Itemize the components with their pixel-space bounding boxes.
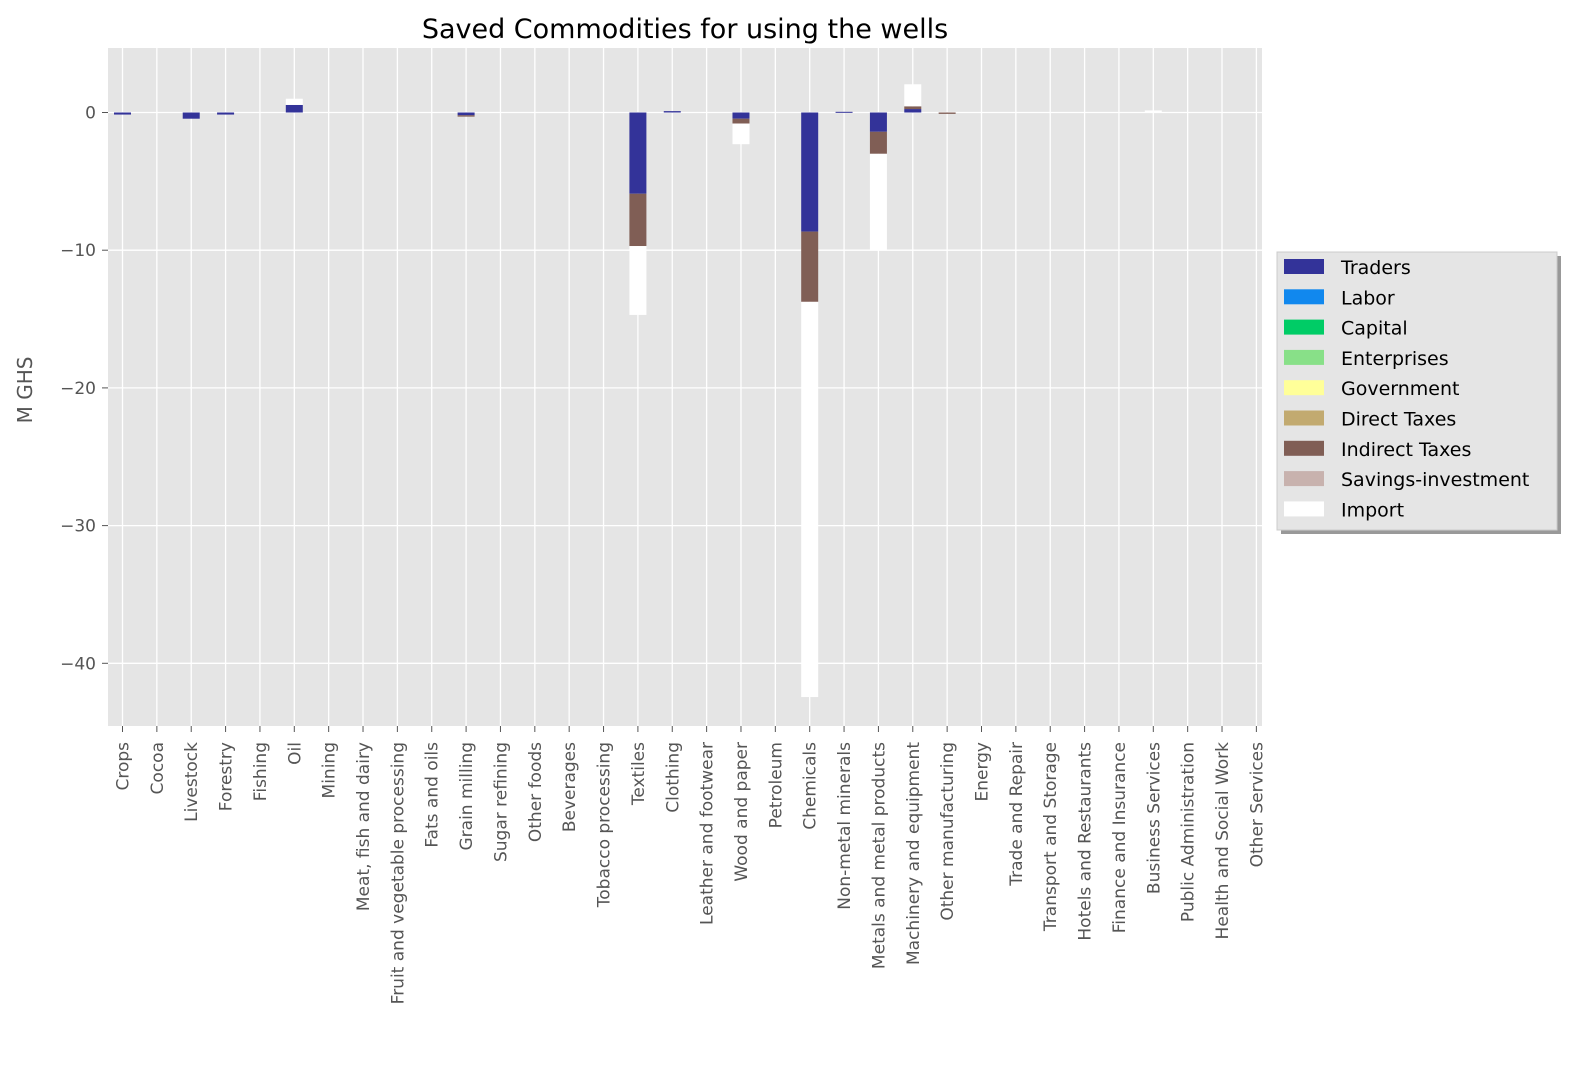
x-tick-label: Energy — [973, 742, 993, 802]
bar-traders — [217, 112, 235, 115]
x-tick-label: Fruit and vegetable processing — [388, 742, 408, 1004]
x-tick-label: Grain milling — [457, 742, 477, 851]
x-tick-label: Trade and Repair — [1007, 742, 1027, 887]
x-tick-label: Cocoa — [148, 742, 168, 794]
x-tick-label: Chemicals — [801, 742, 821, 830]
bar-import — [904, 84, 922, 107]
x-tick-label: Wood and paper — [732, 742, 752, 882]
chart-title: Saved Commodities for using the wells — [422, 14, 948, 45]
x-tick-label: Business Services — [1144, 742, 1164, 894]
x-tick-label: Crops — [114, 742, 134, 791]
legend-label: Labor — [1341, 287, 1395, 309]
legend-label: Government — [1341, 378, 1460, 400]
bar-indirect-taxes — [801, 231, 819, 302]
x-tick-label: Machinery and equipment — [904, 742, 924, 965]
bar-traders — [457, 112, 475, 116]
x-tick-label: Hotels and Restaurants — [1076, 742, 1096, 941]
x-tick-label: Tobacco processing — [595, 742, 615, 908]
x-tick-label: Other manufacturing — [938, 742, 958, 921]
bar-indirect-taxes — [904, 106, 922, 110]
y-tick-label: 0 — [85, 104, 96, 124]
y-tick-label: −20 — [60, 379, 96, 399]
x-tick-label: Fishing — [251, 742, 271, 801]
x-tick-label: Petroleum — [766, 742, 786, 828]
x-tick-label: Transport and Storage — [1041, 742, 1061, 932]
x-tick-label: Textiles — [629, 742, 649, 806]
bar-indirect-taxes — [732, 118, 750, 124]
legend-swatch — [1284, 259, 1324, 274]
x-tick-label: Forestry — [217, 742, 237, 811]
legend-swatch — [1284, 410, 1324, 426]
legend-swatch — [1284, 501, 1324, 517]
x-tick-label: Public Administration — [1179, 742, 1199, 922]
bar-traders — [904, 109, 922, 113]
y-tick-label: −10 — [60, 241, 96, 261]
bar-indirect-taxes — [938, 112, 956, 114]
bar-indirect-taxes — [629, 193, 647, 247]
x-tick-label: Health and Social Work — [1213, 742, 1233, 940]
legend-label: Enterprises — [1341, 348, 1449, 370]
bar-traders — [285, 104, 303, 113]
y-tick-label: −40 — [60, 654, 96, 674]
bar-import — [801, 301, 819, 698]
x-tick-label: Sugar refining — [491, 742, 511, 862]
bar-indirect-taxes — [457, 115, 475, 117]
x-tick-label: Beverages — [560, 742, 580, 832]
y-axis: 0 −10 −20 −30 −40 — [60, 104, 108, 674]
legend: Traders Labor Capital Enterprises Government… — [1276, 251, 1561, 534]
x-axis: Crops Cocoa Livestock Forestry Fishing Oil Min… — [114, 726, 1267, 1004]
x-tick-label: Other Services — [1247, 742, 1267, 868]
bar-import — [732, 123, 750, 145]
bar-traders — [835, 111, 853, 113]
legend-label: Indirect Taxes — [1341, 439, 1471, 461]
bar-traders — [801, 112, 819, 232]
x-tick-label: Meat, fish and dairy — [354, 742, 374, 911]
bar-indirect-taxes — [869, 131, 887, 154]
grid — [108, 48, 1262, 726]
bar-import — [629, 246, 647, 315]
bar-traders — [114, 112, 131, 115]
x-tick-label: Oil — [285, 742, 305, 765]
legend-label: Savings-investment — [1341, 469, 1529, 491]
bar-traders — [182, 112, 200, 119]
legend-swatch — [1284, 289, 1324, 305]
legend-label: Import — [1341, 499, 1404, 521]
bars — [114, 84, 1162, 698]
bar-traders — [732, 112, 750, 119]
bar-import — [1144, 110, 1162, 113]
bar-import — [869, 153, 887, 251]
x-tick-label: Fats and oils — [423, 742, 443, 848]
plot-background — [108, 48, 1262, 726]
legend-swatch — [1284, 440, 1324, 456]
legend-label: Traders — [1340, 257, 1411, 279]
legend-swatch — [1284, 319, 1324, 335]
bar-traders — [663, 111, 681, 113]
y-tick-label: −30 — [60, 517, 96, 537]
x-tick-label: Livestock — [182, 742, 202, 822]
x-tick-label: Clothing — [663, 742, 683, 813]
legend-label: Direct Taxes — [1341, 409, 1456, 431]
x-tick-label: Leather and footwear — [698, 742, 718, 925]
x-tick-label: Mining — [320, 742, 340, 798]
x-tick-label: Other foods — [526, 742, 546, 842]
bar-import — [285, 98, 303, 105]
legend-swatch — [1284, 380, 1324, 396]
legend-swatch — [1284, 471, 1324, 487]
x-tick-label: Metals and metal products — [869, 742, 889, 969]
y-axis-label: M GHS — [13, 357, 37, 424]
bar-traders — [869, 112, 887, 132]
legend-label: Capital — [1341, 318, 1408, 340]
bar-traders — [629, 112, 647, 194]
x-tick-label: Finance and Insurance — [1110, 742, 1130, 933]
x-tick-label: Non-metal minerals — [835, 742, 855, 910]
legend-swatch — [1284, 349, 1324, 365]
